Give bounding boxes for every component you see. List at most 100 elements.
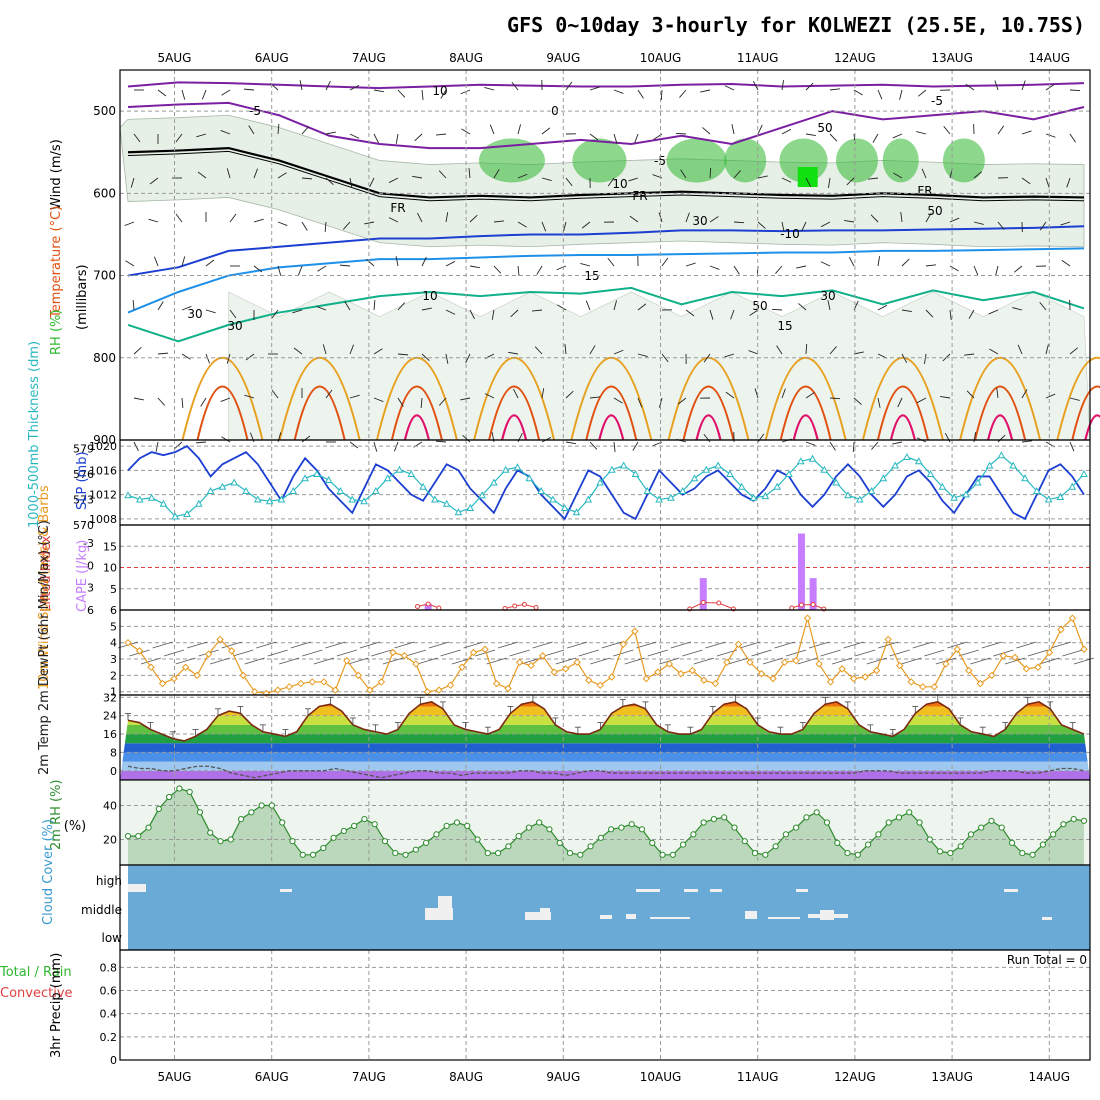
wind-barb [637, 397, 643, 408]
isotherm-20 [861, 356, 944, 441]
contour-label: FR [390, 201, 405, 215]
rh-point [340, 827, 347, 835]
thickness-marker [702, 465, 711, 473]
temp2m-panel: 0 8 16 24 32 [103, 691, 1091, 781]
wind-barb [414, 133, 423, 142]
wind-barb [130, 177, 135, 188]
thickness-marker [419, 482, 427, 490]
wind-barb [637, 89, 644, 99]
lifted-tick: 6 [87, 604, 94, 617]
p3-ylabel-cape: CAPE (J/kg) [75, 540, 90, 612]
wind-speed-point [227, 647, 236, 655]
cape-bar [809, 578, 817, 610]
cloud-block [128, 884, 146, 892]
cloud-block [525, 912, 551, 920]
rh-point [196, 809, 204, 816]
wind-barb [244, 657, 265, 665]
slp-line [127, 444, 1085, 521]
isotherm-25 [876, 385, 929, 441]
wind-barb [461, 128, 471, 135]
wind-barb [1061, 259, 1071, 267]
rh-line [128, 787, 1085, 856]
wind-barb [637, 303, 647, 311]
wind-barb [1012, 307, 1023, 311]
dewpoint-line [127, 765, 1085, 779]
wind-tick: 5 [110, 620, 117, 633]
wind-barb [157, 301, 164, 311]
bottom-date-label: 8AUG [449, 1070, 483, 1084]
wind-barb [781, 177, 792, 183]
rh-point [556, 839, 563, 847]
top-date-axis: 5AUG 6AUG 7AUG 8AUG 9AUG 10AUG 11AUG 12AUG 13AUG… [158, 51, 1071, 65]
wind-barb [925, 264, 936, 267]
rh-point [885, 819, 892, 826]
cloud-block [600, 915, 612, 919]
rh-core-green [942, 138, 985, 183]
wind-barb [556, 265, 567, 271]
lifted-index-point [810, 602, 816, 607]
wind-barb [349, 344, 355, 355]
rh-core-green [572, 138, 627, 183]
wind-barb [843, 641, 864, 649]
wind-barb [468, 168, 471, 179]
rh-point [423, 839, 430, 847]
wind-speed-point [170, 674, 178, 683]
wind-barb [852, 441, 855, 453]
wind-barb [438, 170, 447, 179]
thickness-marker [914, 457, 923, 465]
wind-barb [685, 309, 695, 317]
rh-point [782, 831, 789, 838]
bottom-date-label: 5AUG [158, 1070, 192, 1084]
cloud-block [438, 896, 452, 908]
wind-barb [1069, 89, 1081, 91]
contour-label: 10 [422, 289, 437, 303]
rh-point [1029, 851, 1036, 858]
wind-barb [901, 309, 912, 313]
wind-barb [175, 657, 196, 665]
wind-barb [421, 307, 432, 311]
wind-barb [373, 397, 384, 403]
wind-barb [973, 221, 984, 225]
top-date-label: 11AUG [737, 51, 779, 65]
wind-barb [589, 441, 598, 450]
wind-speed-point [1057, 625, 1065, 634]
wind-barb [175, 213, 183, 223]
thickness-marker [312, 469, 321, 477]
thickness-marker [832, 478, 840, 486]
lifted-index-point [533, 605, 539, 610]
thickness-marker [667, 493, 675, 501]
wind-barb [124, 221, 135, 227]
rh-point [998, 824, 1005, 831]
p8-ylabel-total: Total / Rain [0, 965, 72, 980]
thickness-marker [407, 469, 416, 477]
wind-barb [925, 309, 934, 318]
wind-barb [973, 265, 979, 276]
wind-barb [277, 123, 280, 135]
wind-barb [325, 389, 333, 399]
wind-barb [292, 309, 303, 314]
wind-barb [157, 352, 169, 355]
wind-barb [1013, 265, 1023, 273]
thickness-marker [348, 495, 357, 503]
thickness-tick: 576 [73, 468, 94, 481]
pressure-tick-label: 500 [93, 104, 116, 118]
thickness-marker [1009, 461, 1018, 469]
contour-label: 50 [817, 121, 832, 135]
wind-barb [133, 133, 141, 143]
thickness-marker [773, 482, 781, 490]
wind-barb [607, 177, 615, 187]
wind-barb [776, 345, 783, 355]
wind-speed-point [849, 674, 858, 683]
top-date-label: 14AUG [1029, 51, 1071, 65]
wind-barb [301, 126, 310, 135]
wind-barb [1045, 177, 1050, 188]
rh-tick: 40 [103, 800, 117, 813]
wind-barb [781, 388, 786, 399]
top-date-label: 6AUG [255, 51, 289, 65]
wind-barb [925, 213, 932, 223]
thickness-marker [135, 495, 144, 503]
wind-speed-point [631, 627, 639, 635]
wind-barb [775, 265, 783, 274]
temp-tick: 24 [103, 710, 117, 723]
wind-barb [580, 262, 591, 267]
